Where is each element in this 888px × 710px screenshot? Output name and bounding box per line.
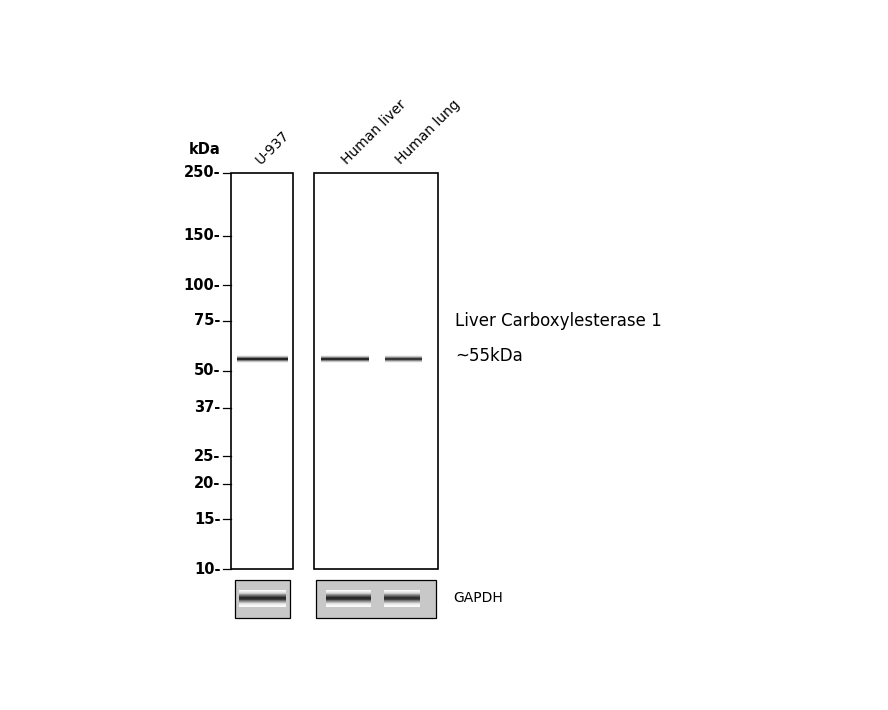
Bar [316,580,436,618]
Text: 15-: 15- [194,512,220,527]
Text: 75-: 75- [194,313,220,329]
Bar [234,580,289,618]
Text: 10-: 10- [194,562,220,577]
Text: U-937: U-937 [252,128,291,168]
Text: 250-: 250- [184,165,220,180]
Text: Human liver: Human liver [339,97,408,168]
Text: Liver Carboxylesterase 1: Liver Carboxylesterase 1 [455,312,662,330]
Text: ~55kDa: ~55kDa [455,347,523,366]
Bar [314,173,438,569]
Text: kDa: kDa [188,142,220,157]
Text: 37-: 37- [194,400,220,415]
Text: 150-: 150- [184,228,220,243]
Bar [232,173,293,569]
Text: 100-: 100- [184,278,220,293]
Text: Human lung: Human lung [393,97,463,168]
Text: GAPDH: GAPDH [453,591,503,606]
Text: 20-: 20- [194,476,220,491]
Text: 50-: 50- [194,364,220,378]
Text: 25-: 25- [194,449,220,464]
